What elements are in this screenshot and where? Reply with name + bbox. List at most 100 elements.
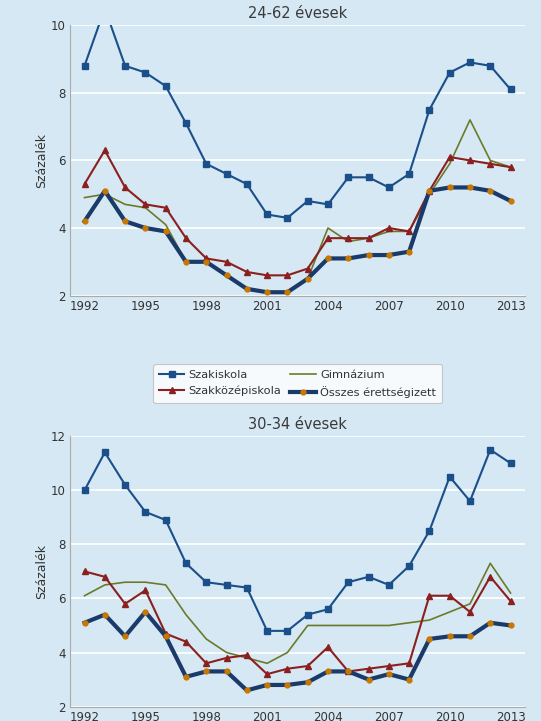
Szakközépiskola — [305, 264, 311, 273]
Összes érettségizett — [142, 608, 149, 616]
Gimnázium — [162, 580, 169, 589]
Szakközépiskola — [81, 567, 88, 575]
Szakközépiskola — [243, 651, 250, 660]
Összes érettségizett — [426, 187, 433, 195]
Gimnázium — [223, 648, 230, 657]
Összes érettségizett — [243, 686, 250, 695]
Gimnázium — [507, 163, 514, 172]
Gimnázium — [345, 237, 352, 246]
Szakközépiskola — [203, 659, 209, 668]
Összes érettségizett — [345, 254, 352, 262]
Szakközépiskola — [426, 187, 433, 195]
Szakiskola — [426, 105, 433, 114]
Gimnázium — [223, 271, 230, 280]
Szakiskola — [81, 61, 88, 70]
Szakközépiskola — [507, 163, 514, 172]
Gimnázium — [406, 227, 412, 236]
Gimnázium — [446, 159, 453, 168]
Szakközépiskola — [264, 271, 270, 280]
Gimnázium — [142, 578, 149, 587]
Szakiskola — [487, 61, 493, 70]
Szakiskola — [365, 173, 372, 182]
Szakiskola — [386, 580, 392, 589]
Title: 30-34 évesek: 30-34 évesek — [248, 417, 347, 433]
Összes érettségizett — [325, 667, 331, 676]
Szakközépiskola — [446, 591, 453, 600]
Összes érettségizett — [243, 285, 250, 293]
Gimnázium — [162, 221, 169, 229]
Szakközépiskola — [487, 572, 493, 581]
Összes érettségizett — [102, 187, 108, 195]
Gimnázium — [487, 559, 493, 567]
Összes érettségizett — [223, 667, 230, 676]
Szakiskola — [203, 578, 209, 587]
Összes érettségizett — [446, 183, 453, 192]
Összes érettségizett — [386, 251, 392, 260]
Összes érettségizett — [386, 670, 392, 678]
Összes érettségizett — [507, 197, 514, 205]
Title: 24-62 évesek: 24-62 évesek — [248, 6, 347, 22]
Szakiskola — [386, 183, 392, 192]
Összes érettségizett — [81, 619, 88, 627]
Összes érettségizett — [81, 217, 88, 226]
Szakközépiskola — [406, 659, 412, 668]
Gimnázium — [345, 622, 352, 630]
Összes érettségizett — [162, 227, 169, 236]
Gimnázium — [365, 234, 372, 242]
Gimnázium — [325, 622, 331, 630]
Szakiskola — [467, 58, 473, 67]
Szakiskola — [345, 173, 352, 182]
Összes érettségizett — [203, 667, 209, 676]
Gimnázium — [426, 190, 433, 198]
Szakiskola — [223, 169, 230, 178]
Gimnázium — [142, 203, 149, 212]
Szakközépiskola — [102, 572, 108, 581]
Szakiskola — [142, 508, 149, 516]
Szakiskola — [203, 159, 209, 168]
Gimnázium — [365, 622, 372, 630]
Gimnázium — [122, 578, 128, 587]
Szakközépiskola — [122, 183, 128, 192]
Gimnázium — [102, 190, 108, 198]
Gimnázium — [386, 227, 392, 236]
Gimnázium — [487, 156, 493, 165]
Line: Szakiskola: Szakiskola — [81, 446, 514, 634]
Szakiskola — [406, 169, 412, 178]
Gimnázium — [446, 608, 453, 616]
Összes érettségizett — [223, 271, 230, 280]
Gimnázium — [305, 275, 311, 283]
Szakiskola — [325, 605, 331, 614]
Gimnázium — [507, 588, 514, 597]
Összes érettségizett — [467, 632, 473, 641]
Szakközépiskola — [365, 665, 372, 673]
Gimnázium — [203, 634, 209, 643]
Szakiskola — [183, 119, 189, 128]
Szakiskola — [264, 211, 270, 219]
Line: Szakközépiskola: Szakközépiskola — [81, 147, 514, 279]
Gimnázium — [183, 610, 189, 619]
Szakiskola — [406, 562, 412, 570]
Szakiskola — [102, 448, 108, 457]
Szakközépiskola — [325, 643, 331, 652]
Gimnázium — [426, 616, 433, 624]
Szakiskola — [162, 516, 169, 524]
Gimnázium — [467, 115, 473, 124]
Összes érettségizett — [365, 676, 372, 684]
Szakközépiskola — [243, 267, 250, 276]
Szakiskola — [507, 459, 514, 468]
Line: Összes érettségizett: Összes érettségizett — [82, 609, 513, 693]
Gimnázium — [183, 257, 189, 266]
Összes érettségizett — [183, 673, 189, 681]
Szakiskola — [284, 213, 291, 222]
Összes érettségizett — [183, 257, 189, 266]
Összes érettségizett — [142, 224, 149, 232]
Szakiskola — [365, 572, 372, 581]
Szakiskola — [446, 472, 453, 481]
Legend: Szakiskola, Szakközépiskola, Gimnázium, Összes érettségizett: Szakiskola, Szakközépiskola, Gimnázium, … — [153, 365, 442, 404]
Szakközépiskola — [345, 234, 352, 242]
Szakközépiskola — [305, 662, 311, 671]
Összes érettségizett — [487, 187, 493, 195]
Szakközépiskola — [122, 600, 128, 609]
Szakiskola — [243, 583, 250, 592]
Szakközépiskola — [162, 203, 169, 212]
